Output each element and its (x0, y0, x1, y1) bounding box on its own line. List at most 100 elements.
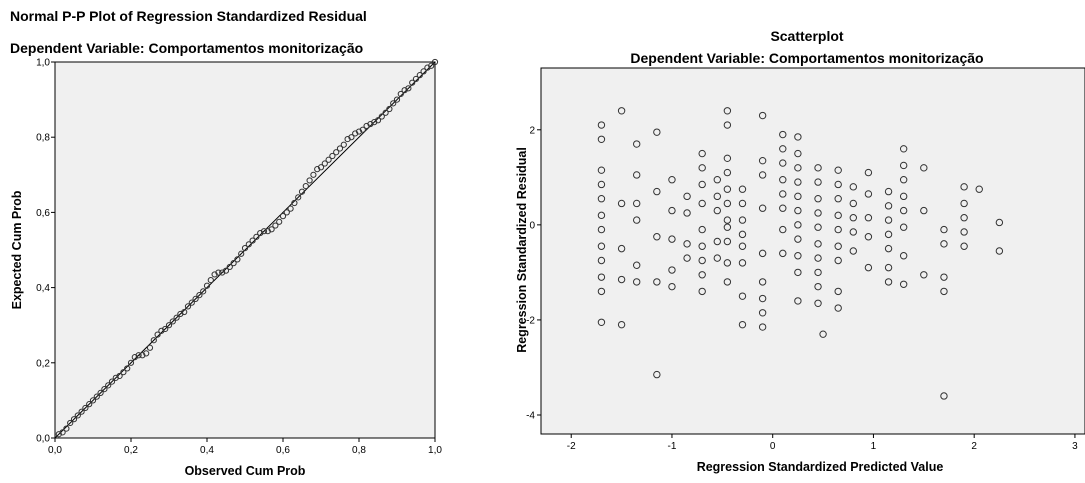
scatter-point (653, 187, 661, 196)
pp-plot-title: Normal P-P Plot of Regression Standardiz… (10, 8, 367, 24)
scatter-point (633, 199, 641, 208)
scatter-point (884, 230, 893, 239)
scatter-point (713, 254, 721, 262)
scatter-point (819, 330, 827, 338)
scatter-point (683, 209, 691, 217)
scatter-point (723, 154, 732, 163)
scatter-point (698, 225, 706, 234)
scatter-point (960, 228, 968, 236)
scatter-point (834, 242, 842, 250)
pp-point (127, 359, 135, 366)
pp-point (222, 267, 230, 274)
scatter-point (794, 268, 802, 277)
scatter-point (758, 111, 767, 120)
scatter-point (814, 299, 822, 307)
scatter-x-tick-label: 1 (871, 441, 877, 452)
scatter-point (899, 192, 908, 201)
scatter-point (779, 159, 787, 167)
scatter-point (899, 161, 908, 170)
scatter-point (814, 178, 822, 186)
pp-point (146, 344, 154, 351)
scatter-point (633, 140, 641, 148)
scatter-point (864, 214, 873, 222)
scatter-point (723, 237, 732, 246)
scatter-point (668, 176, 676, 184)
pp-point (165, 322, 173, 329)
pp-point (162, 325, 169, 333)
pp-y-tick-label: 0,2 (36, 358, 50, 369)
scatter-point (698, 149, 706, 158)
pp-point (374, 117, 382, 124)
scatter-subtitle: Dependent Variable: Comportamentos monit… (630, 50, 983, 66)
scatter-point (834, 225, 842, 234)
pp-point (245, 241, 252, 248)
scatter-x-axis: -2 -1 0 1 2 3 (567, 434, 1078, 452)
pp-point (272, 222, 279, 229)
scatter-y-tick-label: 0 (529, 220, 535, 231)
pp-point (412, 75, 420, 83)
pp-point (321, 160, 328, 167)
scatter-point (653, 278, 661, 286)
scatter-point (723, 168, 732, 177)
scatter-x-tick-label: 3 (1072, 441, 1078, 452)
scatter-point (713, 237, 721, 246)
scatter-point (597, 166, 606, 174)
scatter-point (899, 145, 908, 153)
scatter-point (834, 256, 842, 265)
pp-point (325, 156, 332, 163)
pp-point (230, 260, 237, 267)
scatter-point (920, 206, 928, 215)
scatter-point (849, 214, 857, 222)
scatter-point (779, 145, 787, 153)
pp-point (207, 276, 214, 284)
pp-point (397, 90, 404, 98)
scatter-title: Scatterplot (770, 28, 843, 44)
scatter-point (779, 225, 787, 234)
pp-point (302, 182, 309, 190)
pp-x-tick-label: 0,2 (124, 445, 138, 456)
scatter-point (960, 214, 968, 222)
pp-x-tick-label: 0,8 (352, 445, 366, 456)
scatter-point (834, 195, 842, 203)
scatter-point (794, 206, 802, 215)
scatter-point (899, 206, 908, 215)
scatter-point (884, 244, 893, 253)
scatter-point (698, 271, 706, 279)
pp-point (238, 250, 245, 257)
pp-point (120, 369, 127, 376)
scatter-point (794, 149, 802, 158)
scatter-point (758, 309, 767, 317)
scatter-point (814, 268, 822, 277)
scatter-point (794, 221, 802, 229)
pp-y-tick-label: 0,8 (36, 133, 50, 144)
pp-point (420, 68, 427, 75)
pp-point (82, 404, 89, 412)
scatter-point (814, 254, 822, 262)
pp-x-tick-label: 1,0 (428, 445, 442, 456)
scatter-point (794, 235, 802, 243)
scatter-point (814, 164, 822, 172)
scatter-point (698, 180, 706, 189)
scatter-point (723, 223, 732, 231)
pp-point (260, 228, 268, 235)
scatter-point (920, 271, 928, 279)
scatter-point (698, 164, 706, 172)
pp-point (97, 389, 104, 396)
pp-point (348, 134, 355, 141)
scatter-point (779, 176, 787, 184)
scatter-point (794, 192, 802, 201)
pp-point (86, 401, 93, 408)
scatter-y-tick-label: -2 (526, 315, 535, 326)
pp-y-tick-label: 1,0 (36, 58, 50, 69)
scatter-point (597, 135, 606, 143)
pp-point (241, 245, 249, 252)
pp-point (295, 194, 302, 201)
pp-point (154, 331, 161, 338)
pp-point (283, 209, 290, 216)
scatter-point (899, 280, 908, 288)
pp-point (234, 256, 241, 263)
scatter-point (617, 199, 626, 208)
scatter-point (617, 244, 626, 253)
pp-point (173, 314, 180, 321)
scatter-point (899, 223, 908, 231)
